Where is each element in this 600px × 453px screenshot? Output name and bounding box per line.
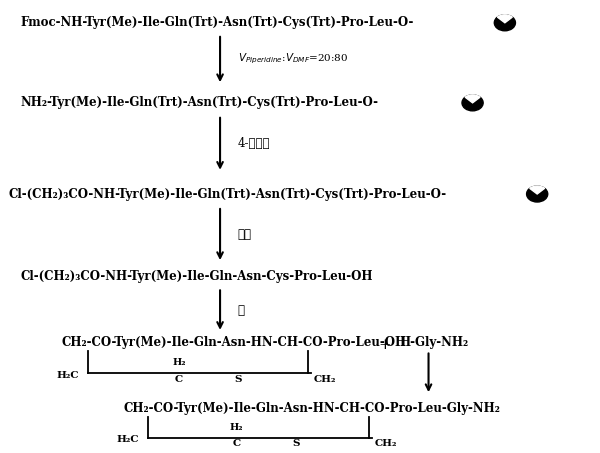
Text: C: C — [232, 439, 241, 448]
Text: Cl-(CH₂)₃CO-NH-Tyr(Me)-Ile-Gln(Trt)-Asn(Trt)-Cys(Trt)-Pro-Leu-O-: Cl-(CH₂)₃CO-NH-Tyr(Me)-Ile-Gln(Trt)-Asn(… — [8, 188, 447, 201]
Wedge shape — [497, 15, 512, 23]
Text: H-Gly-NH₂: H-Gly-NH₂ — [399, 336, 468, 349]
Text: H₂: H₂ — [172, 358, 186, 367]
Text: C: C — [175, 375, 183, 384]
Text: H₂: H₂ — [230, 423, 244, 432]
Circle shape — [494, 15, 515, 31]
Text: CH₂: CH₂ — [314, 375, 337, 384]
Text: 碱: 碱 — [238, 304, 245, 317]
Wedge shape — [465, 95, 480, 103]
Text: Fmoc-NH-Tyr(Me)-Ile-Gln(Trt)-Asn(Trt)-Cys(Trt)-Pro-Leu-O-: Fmoc-NH-Tyr(Me)-Ile-Gln(Trt)-Asn(Trt)-Cy… — [20, 16, 414, 29]
Text: Cl-(CH₂)₃CO-NH-Tyr(Me)-Ile-Gln-Asn-Cys-Pro-Leu-OH: Cl-(CH₂)₃CO-NH-Tyr(Me)-Ile-Gln-Asn-Cys-P… — [20, 270, 373, 283]
Text: NH₂-Tyr(Me)-Ile-Gln(Trt)-Asn(Trt)-Cys(Trt)-Pro-Leu-O-: NH₂-Tyr(Me)-Ile-Gln(Trt)-Asn(Trt)-Cys(Tr… — [20, 96, 379, 109]
Text: +: + — [379, 338, 391, 352]
Text: S: S — [234, 375, 241, 384]
Circle shape — [462, 95, 483, 111]
Text: $V_{Piperidine}$:$V_{DMF}$=20:80: $V_{Piperidine}$:$V_{DMF}$=20:80 — [238, 52, 348, 67]
Wedge shape — [530, 186, 545, 194]
Text: CH₂-CO-Tyr(Me)-Ile-Gln-Asn-HN-CH-CO-Pro-Leu-OH: CH₂-CO-Tyr(Me)-Ile-Gln-Asn-HN-CH-CO-Pro-… — [62, 336, 407, 349]
Text: 4-氯丁酔: 4-氯丁酔 — [238, 137, 270, 150]
Text: S: S — [293, 439, 300, 448]
Text: H₂C: H₂C — [56, 371, 79, 380]
Text: 裂解: 裂解 — [238, 228, 251, 241]
Text: CH₂-CO-Tyr(Me)-Ile-Gln-Asn-HN-CH-CO-Pro-Leu-Gly-NH₂: CH₂-CO-Tyr(Me)-Ile-Gln-Asn-HN-CH-CO-Pro-… — [123, 402, 500, 415]
Text: CH₂: CH₂ — [374, 439, 397, 448]
Text: H₂C: H₂C — [116, 435, 139, 444]
Circle shape — [527, 186, 548, 202]
